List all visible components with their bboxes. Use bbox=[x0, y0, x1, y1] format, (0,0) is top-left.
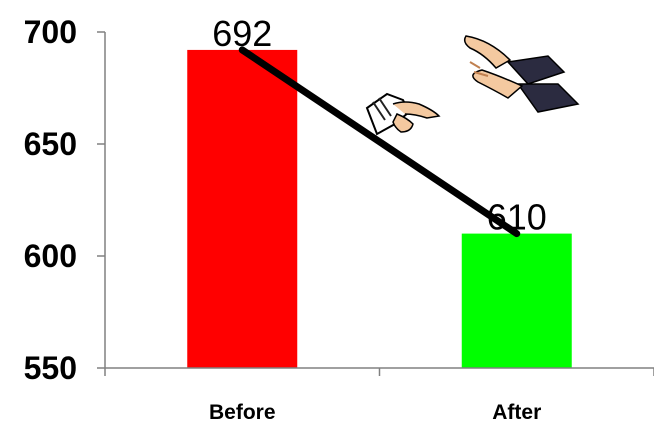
trend-line bbox=[238, 46, 521, 238]
y-tick-label: 600 bbox=[24, 238, 77, 274]
clapping-hands-icon bbox=[463, 35, 580, 113]
pointing-hand-icon bbox=[365, 92, 441, 136]
x-tick-label: After bbox=[492, 401, 541, 424]
bar-before bbox=[187, 49, 298, 369]
data-label: 610 bbox=[487, 197, 547, 238]
y-tick-label: 650 bbox=[24, 126, 77, 162]
data-label: 692 bbox=[212, 13, 272, 54]
y-tick-label: 700 bbox=[24, 14, 77, 50]
y-tick-label: 550 bbox=[24, 350, 77, 386]
x-tick-label: Before bbox=[209, 401, 276, 424]
bar-after bbox=[461, 233, 572, 368]
